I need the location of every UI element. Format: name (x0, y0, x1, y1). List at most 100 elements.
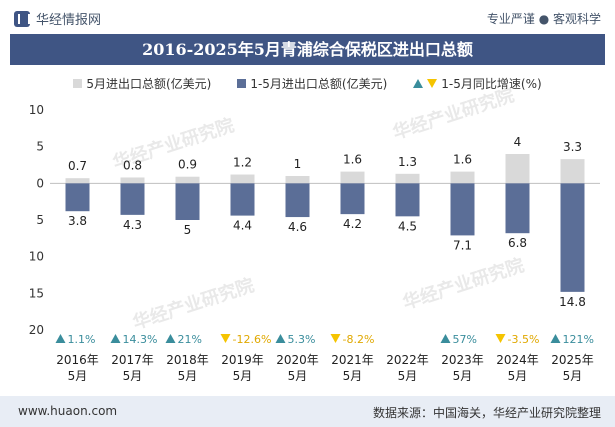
growth-up-icon (440, 334, 451, 343)
x-tick-label: 2019年 (221, 353, 264, 367)
data-label-may: 1 (294, 157, 302, 171)
chart-plot: 10 5 0 5 10 15 20 0.7 3.8 0.8 4.3 0.9 5 1.2 4.4 1 4.6 1.… (29, 103, 600, 383)
x-tick-label: 2023年 (441, 353, 484, 367)
growth-up-icon (275, 334, 286, 343)
x-tick-label: 5月 (343, 369, 363, 383)
x-tick-label: 5月 (288, 369, 308, 383)
y-tick-label: 20 (29, 323, 44, 337)
legend-label-ytd: 1-5月进出口总额(亿美元) (250, 76, 388, 91)
bar-ytd (450, 183, 475, 236)
growth-label: 1.1% (68, 333, 96, 346)
growth-label: -8.2% (343, 333, 375, 346)
huajing-logo-icon (14, 10, 30, 27)
data-label-ytd: 7.1 (453, 238, 472, 252)
x-tick-label: 2021年 (331, 353, 374, 367)
growth-down-icon (495, 334, 506, 343)
legend-swatch-ytd (237, 78, 247, 88)
data-label-may: 1.6 (343, 153, 362, 167)
bar-may (120, 177, 145, 184)
x-tick-label: 5月 (123, 369, 143, 383)
growth-up-icon (55, 334, 66, 343)
y-tick-label: 5 (36, 140, 44, 154)
bar-ytd (175, 183, 200, 220)
bar-may (65, 178, 90, 184)
footer-website: www.huaon.com (18, 404, 118, 418)
x-tick-label: 5月 (453, 369, 473, 383)
legend-label-growth: 1-5月同比增速(%) (441, 76, 542, 91)
x-tick-label: 5月 (563, 369, 583, 383)
data-label-may: 0.7 (68, 159, 87, 173)
data-label-ytd: 4.2 (343, 217, 362, 231)
top-bar: 华经情报网 专业严谨 ● 客观科学 (0, 0, 615, 36)
y-tick-label: 5 (36, 213, 44, 227)
chart-title: 2016-2025年5月青浦综合保税区进出口总额 (10, 34, 605, 65)
growth-label: 57% (453, 333, 477, 346)
bar-ytd (340, 183, 365, 215)
x-tick-label: 2016年 (56, 353, 99, 367)
y-tick-label: 10 (29, 103, 44, 117)
y-tick-label: 15 (29, 286, 44, 300)
x-tick-label: 2022年 (386, 353, 429, 367)
data-label-may: 0.9 (178, 158, 197, 172)
bar-ytd (285, 183, 310, 218)
triangle-down-icon (427, 78, 438, 88)
legend: 5月进出口总额(亿美元) 1-5月进出口总额(亿美元) 1-5月同比增速(%) (0, 74, 615, 92)
slogan: 专业严谨 ● 客观科学 (486, 12, 601, 26)
bar-may (340, 171, 365, 184)
legend-item-growth: 1-5月同比增速(%) (413, 74, 542, 92)
bar-ytd (395, 183, 420, 217)
growth-label: 5.3% (288, 333, 316, 346)
data-label-ytd: 4.5 (398, 219, 417, 233)
x-tick-label: 5月 (68, 369, 88, 383)
x-tick-label: 2024年 (496, 353, 539, 367)
bar-may (175, 176, 200, 184)
brand-name: 华经情报网 (36, 13, 102, 28)
bar-may (450, 171, 475, 184)
x-tick-label: 5月 (178, 369, 198, 383)
bar-may (505, 154, 530, 184)
data-label-ytd: 5 (184, 223, 192, 237)
x-tick-label: 2025年 (551, 353, 594, 367)
data-label-may: 4 (514, 135, 522, 149)
data-label-ytd: 6.8 (508, 236, 527, 250)
brand: 华经情报网 (14, 9, 101, 28)
bar-may (560, 159, 585, 184)
y-tick-label: 10 (29, 250, 44, 264)
bar-ytd (505, 183, 530, 234)
growth-label: -12.6% (233, 333, 272, 346)
data-label-ytd: 4.4 (233, 219, 252, 233)
bar-may (230, 174, 255, 184)
legend-item-ytd: 1-5月进出口总额(亿美元) (237, 74, 387, 92)
data-label-ytd: 3.8 (68, 214, 87, 228)
growth-label: 121% (563, 333, 594, 346)
growth-up-icon (550, 334, 561, 343)
growth-up-icon (110, 334, 121, 343)
data-label-may: 0.8 (123, 158, 142, 172)
bar-ytd (120, 183, 145, 215)
data-label-may: 1.2 (233, 156, 252, 170)
growth-label: -3.5% (508, 333, 540, 346)
growth-down-icon (220, 334, 231, 343)
y-tick-label: 0 (36, 176, 44, 190)
bar-ytd (560, 183, 585, 292)
growth-up-icon (165, 334, 176, 343)
data-label-ytd: 4.3 (123, 218, 142, 232)
bar-may (395, 173, 420, 184)
x-tick-label: 5月 (508, 369, 528, 383)
data-label-ytd: 4.6 (288, 220, 307, 234)
growth-label: 14.3% (123, 333, 158, 346)
data-label-may: 3.3 (563, 140, 582, 154)
growth-down-icon (330, 334, 341, 343)
x-tick-label: 5月 (398, 369, 418, 383)
legend-item-may: 5月进出口总额(亿美元) (73, 74, 211, 92)
x-tick-label: 2017年 (111, 353, 154, 367)
footer: www.huaon.com 数据来源：中国海关，华经产业研究院整理 (0, 396, 615, 427)
bar-ytd (65, 183, 90, 212)
data-label-may: 1.3 (398, 155, 417, 169)
growth-label: 21% (178, 333, 202, 346)
data-label-may: 1.6 (453, 153, 472, 167)
footer-source: 数据来源：中国海关，华经产业研究院整理 (372, 406, 601, 420)
legend-swatch-may (73, 78, 83, 88)
data-label-ytd: 14.8 (559, 295, 586, 309)
triangle-up-icon (413, 78, 424, 88)
